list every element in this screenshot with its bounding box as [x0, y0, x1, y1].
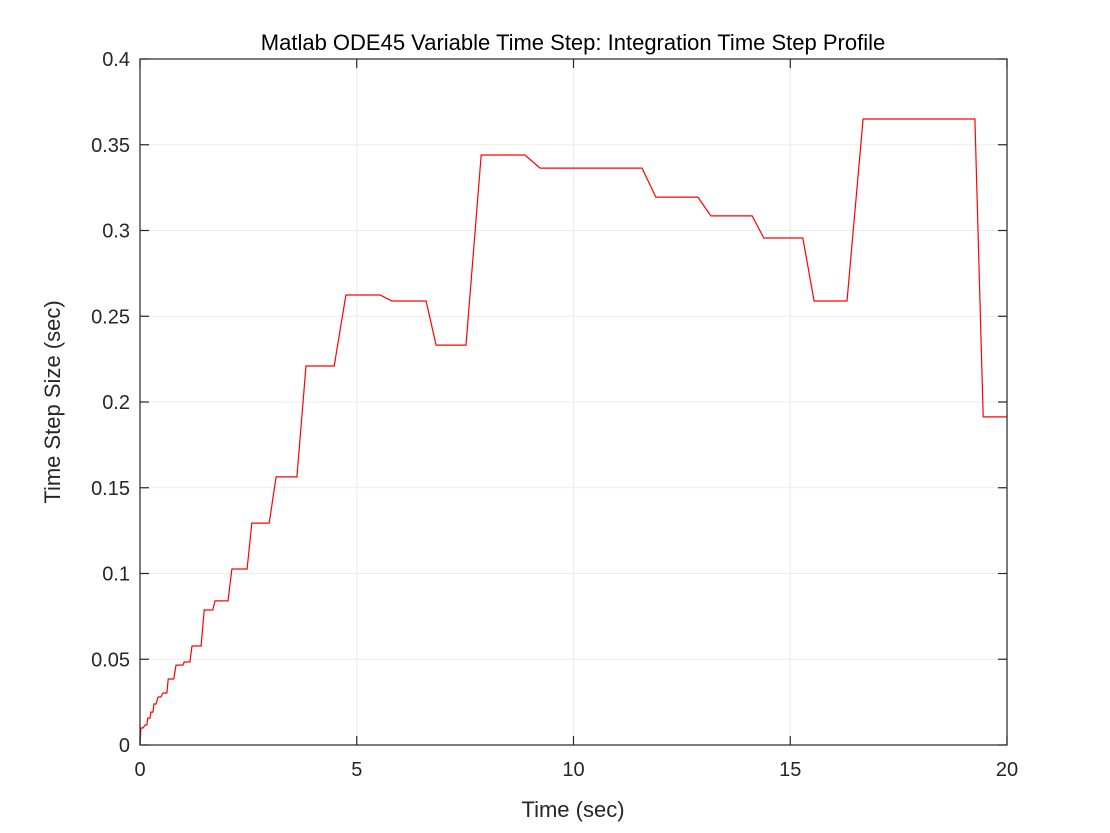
x-tick-labels: 0 5 10 15 20 — [134, 759, 1018, 781]
y-axis-label: Time Step Size (sec) — [40, 300, 65, 503]
y-tick-label: 0.15 — [91, 478, 130, 500]
x-tick-label: 5 — [351, 759, 362, 781]
y-tick-marks — [140, 58, 1007, 746]
y-tick-label: 0.1 — [102, 564, 130, 586]
x-tick-label: 10 — [562, 759, 584, 781]
time-step-series-line — [139, 118, 1007, 746]
y-tick-label: 0.4 — [102, 49, 130, 71]
x-tick-marks — [139, 59, 1008, 745]
x-axis-label: Time (sec) — [521, 797, 624, 822]
x-tick-label: 15 — [779, 759, 801, 781]
x-tick-label: 20 — [996, 759, 1018, 781]
y-tick-label: 0 — [119, 735, 130, 757]
y-tick-labels: 0 0.05 0.1 0.15 0.2 0.25 0.3 0.35 0.4 — [91, 49, 130, 757]
y-tick-label: 0.05 — [91, 649, 130, 671]
y-tick-label: 0.3 — [102, 221, 130, 243]
y-tick-label: 0.35 — [91, 135, 130, 157]
chart-title: Matlab ODE45 Variable Time Step: Integra… — [261, 30, 885, 55]
y-tick-label: 0.2 — [102, 392, 130, 414]
x-tick-label: 0 — [134, 759, 145, 781]
plot-area — [139, 58, 1008, 746]
y-tick-label: 0.25 — [91, 306, 130, 328]
